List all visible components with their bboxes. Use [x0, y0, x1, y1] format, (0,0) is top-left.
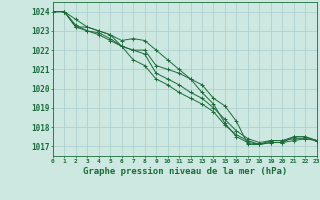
- X-axis label: Graphe pression niveau de la mer (hPa): Graphe pression niveau de la mer (hPa): [83, 167, 287, 176]
